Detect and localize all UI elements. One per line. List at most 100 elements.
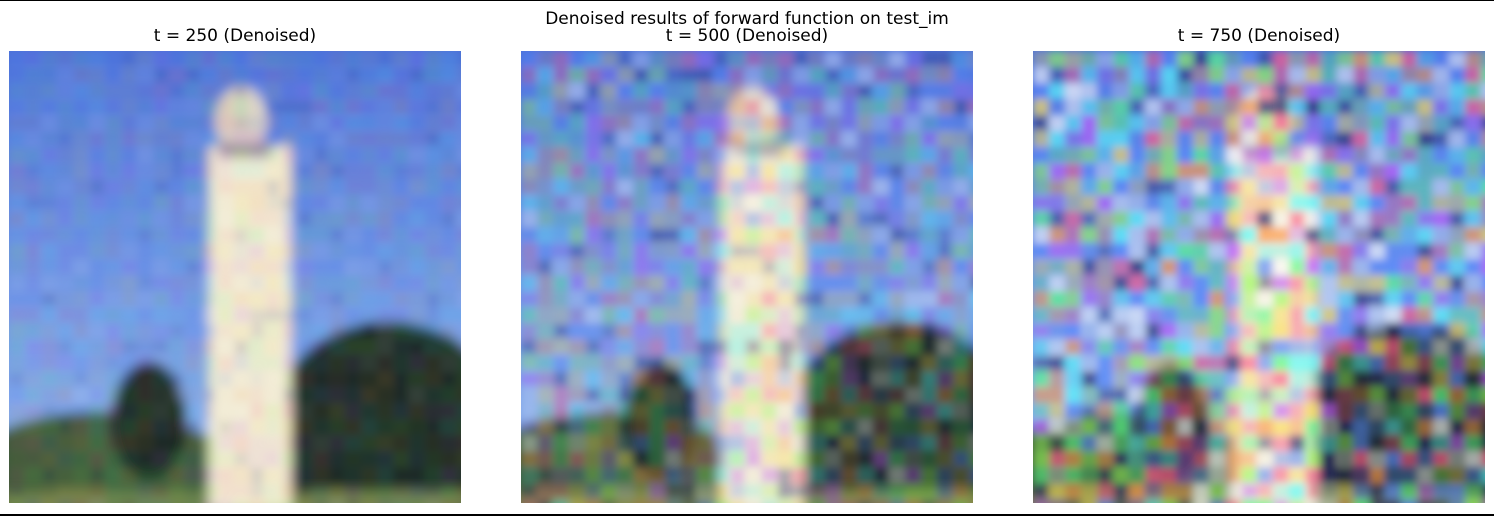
noise-cell bbox=[297, 499, 313, 503]
noise-cell bbox=[153, 419, 169, 435]
noise-cell bbox=[25, 435, 41, 451]
noise-cell bbox=[393, 499, 409, 503]
noise-cell bbox=[1417, 483, 1433, 499]
noise-cell bbox=[249, 275, 265, 291]
noise-cell bbox=[1257, 435, 1273, 451]
noise-cell bbox=[185, 163, 201, 179]
noise-cell bbox=[73, 195, 89, 211]
noise-cell bbox=[345, 179, 361, 195]
noise-cell bbox=[1161, 99, 1177, 115]
noise-cell bbox=[393, 131, 409, 147]
noise-cell bbox=[1433, 259, 1449, 275]
panel-title-t750: t = 750 (Denoised) bbox=[1177, 26, 1341, 46]
noise-cell bbox=[841, 275, 857, 291]
noise-cell bbox=[841, 51, 857, 67]
noise-cell bbox=[1449, 51, 1465, 67]
noise-cell bbox=[585, 67, 601, 83]
noise-cell bbox=[1129, 163, 1145, 179]
noise-cell bbox=[217, 467, 233, 483]
noise-cell bbox=[1465, 339, 1481, 355]
noise-cell bbox=[1353, 163, 1369, 179]
noise-cell bbox=[969, 323, 973, 339]
noise-cell bbox=[249, 435, 265, 451]
noise-cell bbox=[921, 147, 937, 163]
noise-cell bbox=[153, 131, 169, 147]
noise-cell bbox=[1481, 355, 1485, 371]
noise-cell bbox=[1113, 339, 1129, 355]
noise-cell bbox=[41, 163, 57, 179]
noise-cell bbox=[1433, 275, 1449, 291]
noise-cell bbox=[729, 355, 745, 371]
noise-cell bbox=[553, 435, 569, 451]
noise-cell bbox=[1241, 323, 1257, 339]
noise-cell bbox=[281, 211, 297, 227]
noise-cell bbox=[1081, 163, 1097, 179]
noise-cell bbox=[1241, 99, 1257, 115]
noise-cell bbox=[73, 115, 89, 131]
noise-cell bbox=[57, 307, 73, 323]
noise-cell bbox=[857, 243, 873, 259]
noise-cell bbox=[105, 275, 121, 291]
noise-cell bbox=[905, 51, 921, 67]
noise-cell bbox=[1145, 243, 1161, 259]
noise-cell bbox=[537, 291, 553, 307]
noise-cell bbox=[1433, 243, 1449, 259]
noise-cell bbox=[441, 371, 457, 387]
noise-cell bbox=[537, 499, 553, 503]
noise-cell bbox=[249, 355, 265, 371]
noise-cell bbox=[105, 483, 121, 499]
noise-cell bbox=[185, 83, 201, 99]
noise-cell bbox=[1241, 307, 1257, 323]
noise-cell bbox=[265, 163, 281, 179]
noise-cell bbox=[361, 419, 377, 435]
noise-cell bbox=[1193, 371, 1209, 387]
noise-cell bbox=[585, 179, 601, 195]
noise-cell bbox=[905, 115, 921, 131]
noise-cell bbox=[761, 83, 777, 99]
noise-cell bbox=[1097, 387, 1113, 403]
noise-cell bbox=[1097, 403, 1113, 419]
noise-cell bbox=[1289, 211, 1305, 227]
noise-cell bbox=[265, 131, 281, 147]
noise-cell bbox=[713, 371, 729, 387]
noise-cell bbox=[1113, 243, 1129, 259]
noise-cell bbox=[1225, 115, 1241, 131]
noise-cell bbox=[1129, 99, 1145, 115]
noise-cell bbox=[249, 323, 265, 339]
noise-cell bbox=[329, 99, 345, 115]
noise-cell bbox=[1289, 435, 1305, 451]
noise-cell bbox=[73, 371, 89, 387]
noise-cell bbox=[889, 451, 905, 467]
noise-cell bbox=[1113, 83, 1129, 99]
noise-cell bbox=[809, 451, 825, 467]
noise-cell bbox=[393, 323, 409, 339]
noise-cell bbox=[265, 307, 281, 323]
noise-cell bbox=[1289, 147, 1305, 163]
noise-cell bbox=[57, 387, 73, 403]
noise-cell bbox=[1289, 195, 1305, 211]
noise-cell bbox=[1145, 371, 1161, 387]
noise-cell bbox=[1369, 211, 1385, 227]
noise-cell bbox=[969, 131, 973, 147]
noise-cell bbox=[553, 499, 569, 503]
noise-cell bbox=[937, 195, 953, 211]
noise-cell bbox=[441, 499, 457, 503]
noise-cell bbox=[1113, 387, 1129, 403]
noise-cell bbox=[905, 451, 921, 467]
noise-cell bbox=[217, 243, 233, 259]
noise-cell bbox=[329, 275, 345, 291]
noise-cell bbox=[297, 243, 313, 259]
noise-cell bbox=[1321, 243, 1337, 259]
noise-cell bbox=[297, 403, 313, 419]
noise-cell bbox=[121, 355, 137, 371]
noise-cell bbox=[1401, 147, 1417, 163]
noise-cell bbox=[569, 275, 585, 291]
noise-cell bbox=[569, 67, 585, 83]
noise-cell bbox=[1481, 163, 1485, 179]
noise-cell bbox=[1225, 451, 1241, 467]
noise-cell bbox=[169, 419, 185, 435]
noise-cell bbox=[329, 163, 345, 179]
noise-cell bbox=[1273, 243, 1289, 259]
noise-cell bbox=[1433, 147, 1449, 163]
noise-cell bbox=[681, 227, 697, 243]
